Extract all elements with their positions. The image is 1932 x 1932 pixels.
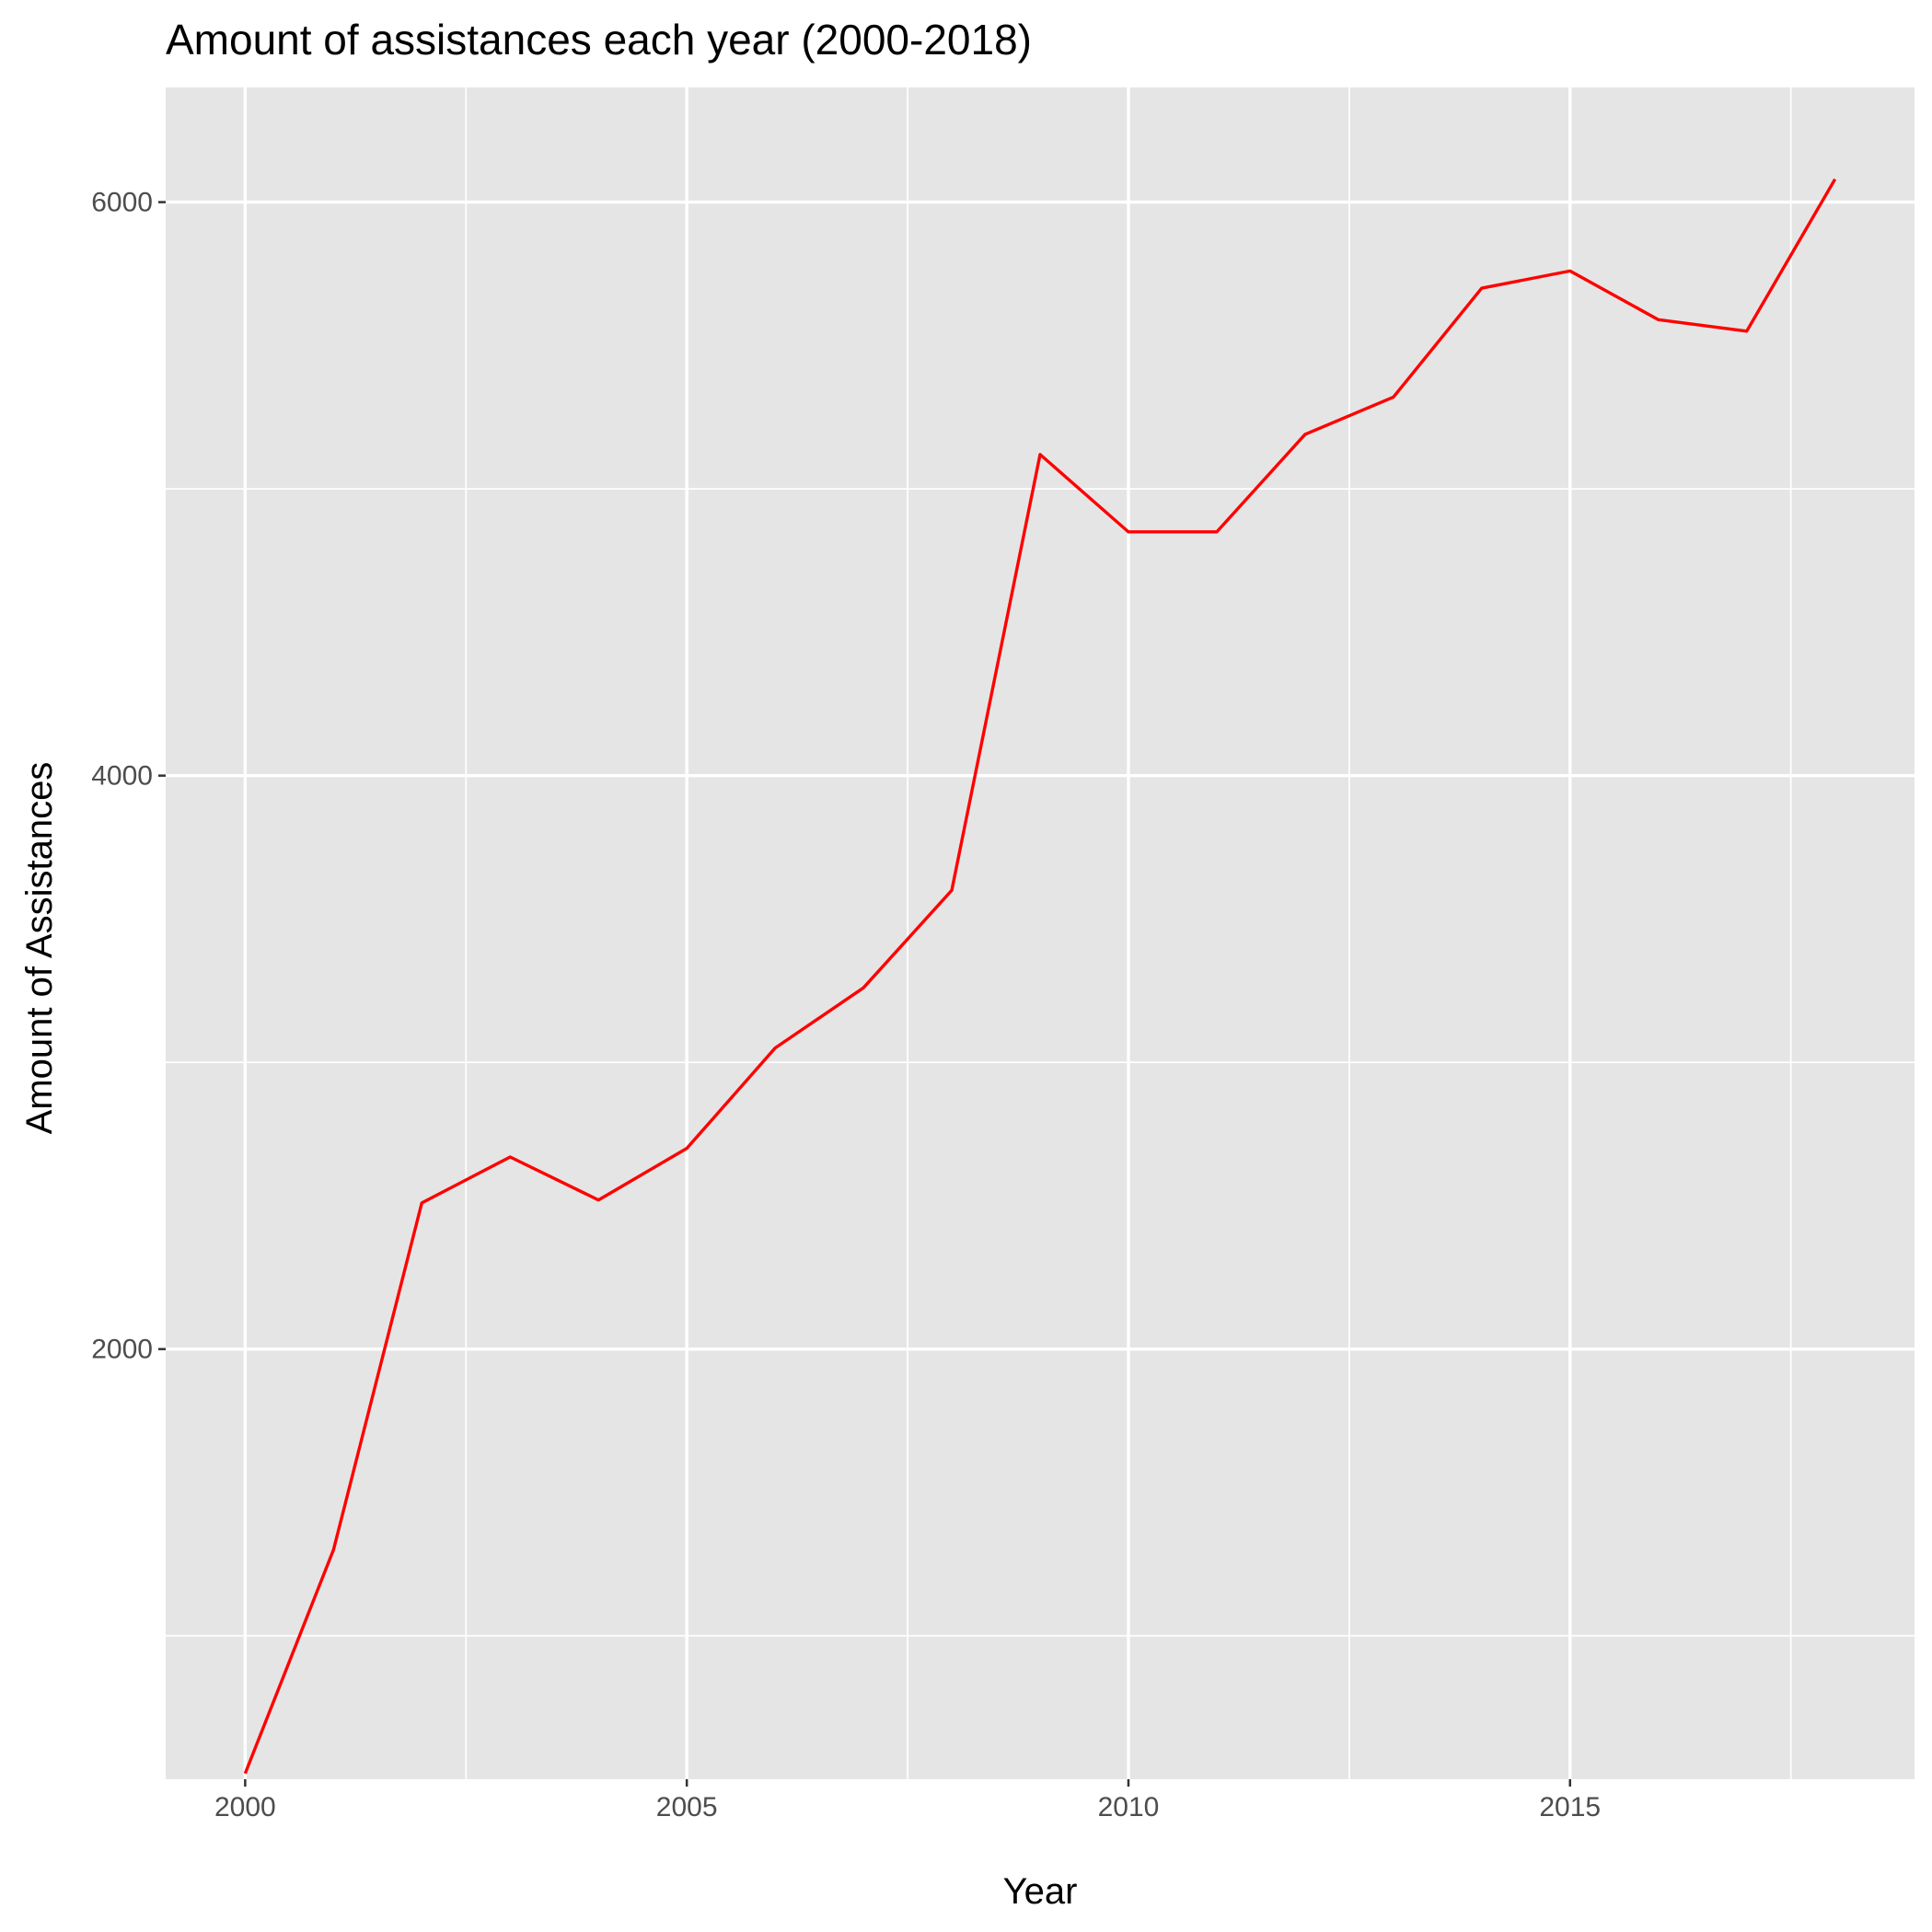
y-tick-label: 2000 [91, 1335, 153, 1365]
series-line [243, 178, 1837, 1775]
minor-gridlines [166, 87, 1915, 1779]
y-axis: 2000 4000 6000 [91, 188, 166, 1365]
x-tick-label: 2015 [1539, 1792, 1601, 1822]
chart-title: Amount of assistances each year (2000-20… [166, 16, 1032, 64]
major-gridlines [166, 87, 1915, 1779]
x-tick-label: 2000 [214, 1792, 276, 1822]
y-tick-label: 6000 [91, 188, 153, 218]
x-tick-label: 2010 [1098, 1792, 1160, 1822]
x-axis-label: Year [1003, 1871, 1078, 1912]
x-tick-label: 2005 [656, 1792, 718, 1822]
plot-panel [166, 87, 1915, 1779]
y-axis-label: Amount of Assistances [19, 762, 60, 1135]
y-tick-label: 4000 [91, 761, 153, 792]
x-axis: 2000 2005 2010 2015 [214, 1779, 1601, 1822]
